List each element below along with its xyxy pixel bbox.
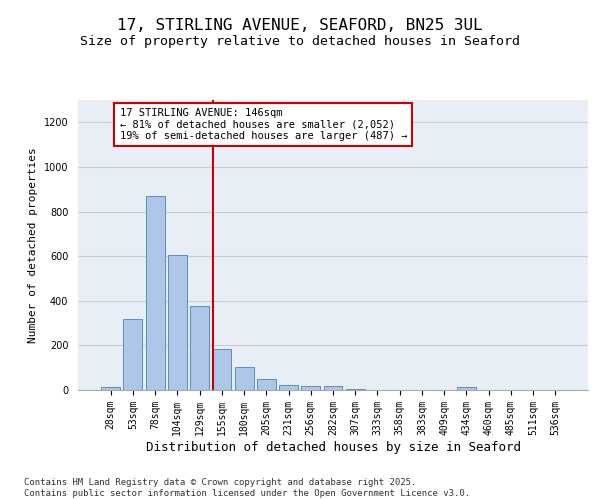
Bar <box>323 386 343 390</box>
Bar <box>146 196 164 390</box>
Bar <box>124 318 142 390</box>
X-axis label: Distribution of detached houses by size in Seaford: Distribution of detached houses by size … <box>146 440 521 454</box>
Y-axis label: Number of detached properties: Number of detached properties <box>28 147 38 343</box>
Bar <box>235 366 254 390</box>
Text: Size of property relative to detached houses in Seaford: Size of property relative to detached ho… <box>80 35 520 48</box>
Bar <box>168 255 187 390</box>
Bar <box>457 386 476 390</box>
Bar <box>190 306 209 390</box>
Text: Contains HM Land Registry data © Crown copyright and database right 2025.
Contai: Contains HM Land Registry data © Crown c… <box>24 478 470 498</box>
Text: 17 STIRLING AVENUE: 146sqm
← 81% of detached houses are smaller (2,052)
19% of s: 17 STIRLING AVENUE: 146sqm ← 81% of deta… <box>119 108 407 141</box>
Bar <box>212 348 231 390</box>
Bar <box>257 379 276 390</box>
Bar <box>101 386 120 390</box>
Bar <box>346 389 365 390</box>
Bar <box>279 385 298 390</box>
Bar <box>301 386 320 390</box>
Text: 17, STIRLING AVENUE, SEAFORD, BN25 3UL: 17, STIRLING AVENUE, SEAFORD, BN25 3UL <box>117 18 483 32</box>
